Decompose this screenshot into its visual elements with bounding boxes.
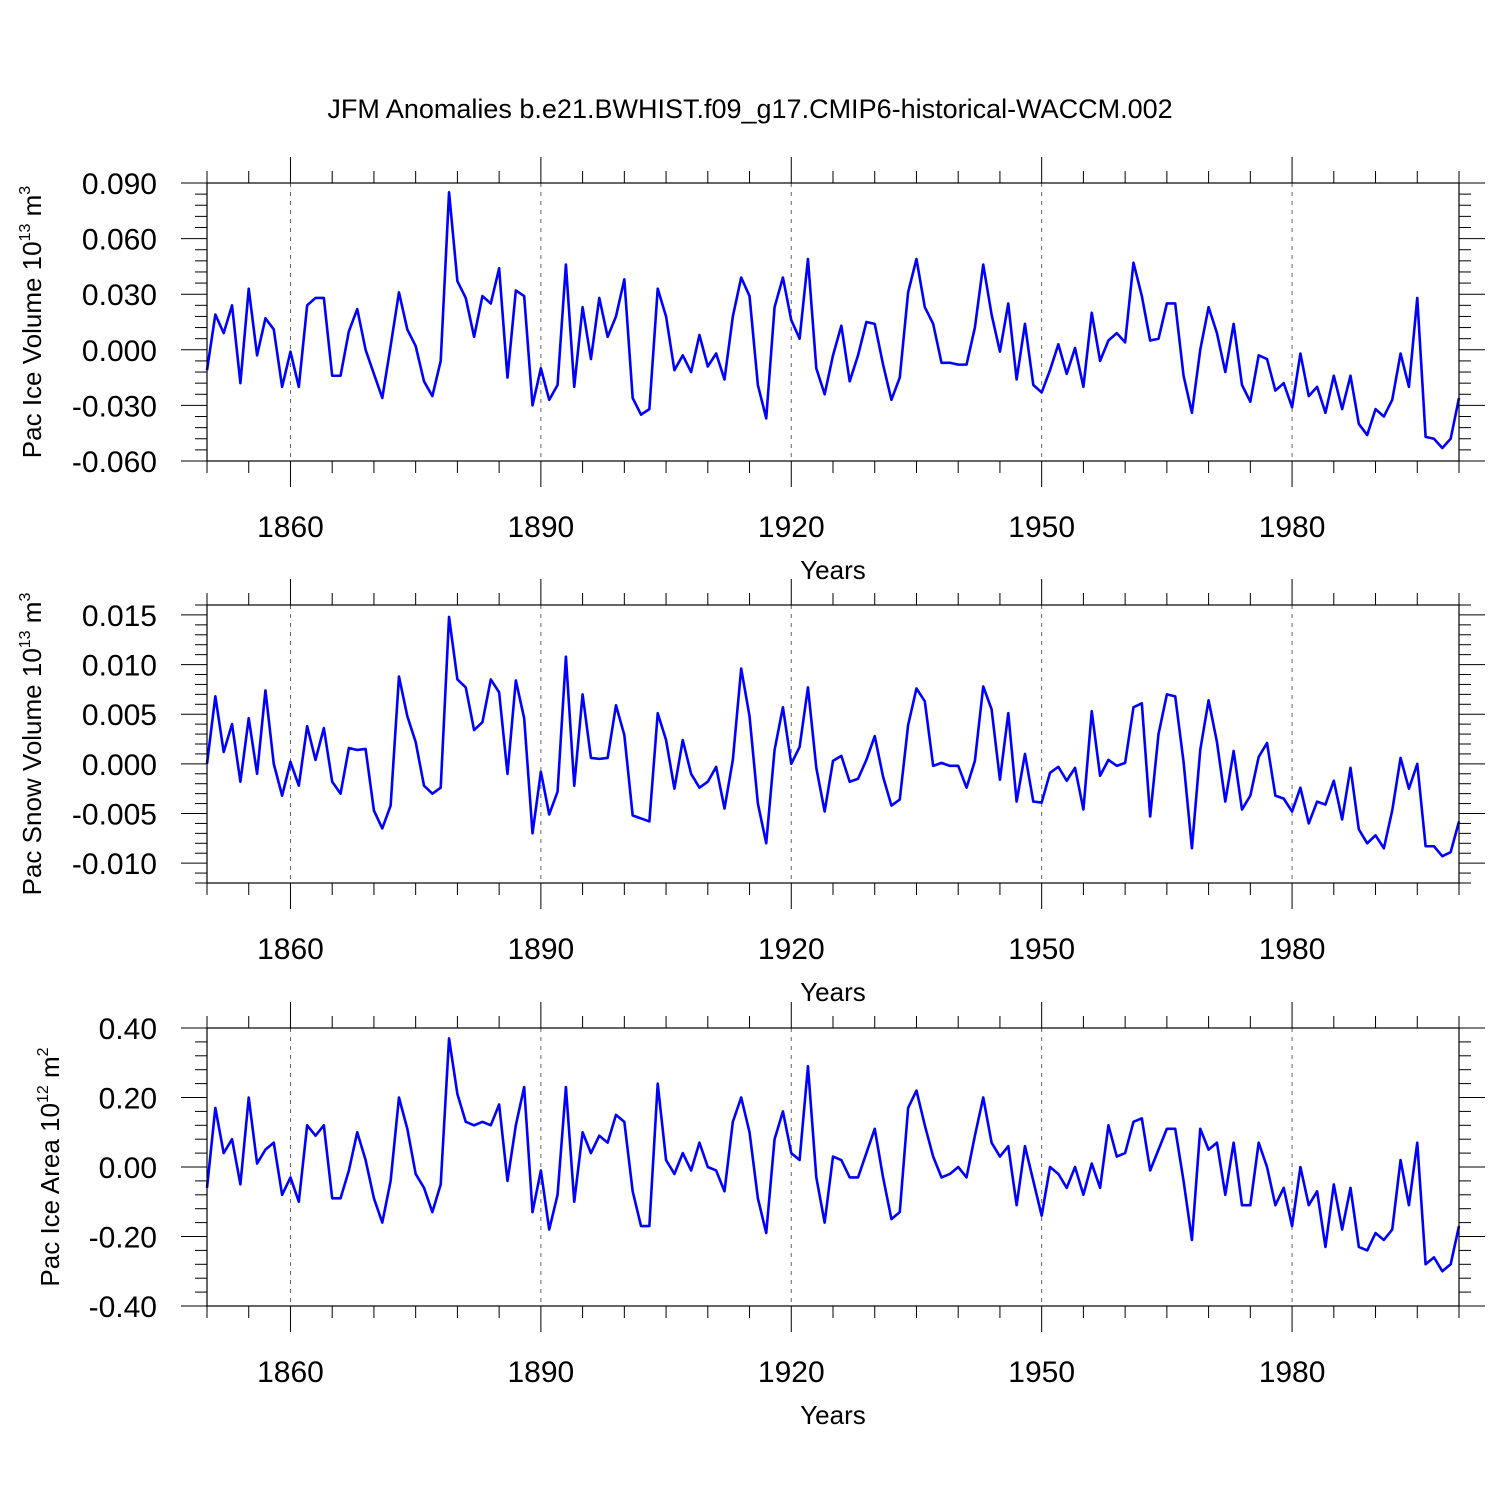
- y-tick-label: 0.060: [82, 224, 157, 257]
- x-tick-label: 1980: [1259, 933, 1326, 966]
- y-tick-label: -0.060: [72, 446, 157, 479]
- y-tick-label: 0.00: [99, 1152, 157, 1185]
- y-tick-label: 0.000: [82, 335, 157, 368]
- series-line: [205, 615, 1461, 858]
- y-axis-label: Pac Snow Volume 1013 m3: [17, 593, 47, 896]
- x-axis-label: Years: [800, 1400, 866, 1430]
- x-tick-label: 1920: [758, 511, 825, 544]
- x-tick-label: 1950: [1008, 933, 1075, 966]
- y-tick-label: 0.40: [99, 1013, 157, 1046]
- x-tick-label: 1950: [1008, 1356, 1075, 1389]
- x-tick-label: 1890: [507, 933, 574, 966]
- y-axis-label: Pac Ice Area 1012 m2: [35, 1047, 65, 1286]
- y-tick-label: -0.030: [72, 390, 157, 423]
- x-tick-label: 1890: [507, 1356, 574, 1389]
- y-tick-label: -0.005: [72, 799, 157, 832]
- y-tick-label: 0.015: [82, 600, 157, 633]
- x-tick-label: 1950: [1008, 511, 1075, 544]
- x-tick-label: 1860: [257, 1356, 324, 1389]
- y-tick-label: 0.000: [82, 749, 157, 782]
- x-tick-label: 1980: [1259, 1356, 1326, 1389]
- y-tick-label: 0.20: [99, 1083, 157, 1116]
- figure-title: JFM Anomalies b.e21.BWHIST.f09_g17.CMIP6…: [327, 94, 1172, 124]
- y-tick-label: -0.010: [72, 848, 157, 881]
- x-tick-label: 1920: [758, 933, 825, 966]
- series-line: [205, 190, 1461, 450]
- x-tick-label: 1860: [257, 511, 324, 544]
- x-tick-label: 1980: [1259, 511, 1326, 544]
- y-tick-label: -0.20: [89, 1222, 157, 1255]
- y-tick-label: 0.090: [82, 168, 157, 201]
- series-line: [205, 1037, 1461, 1273]
- y-axis-label: Pac Ice Volume 1013 m3: [17, 186, 47, 459]
- x-axis-label: Years: [800, 977, 866, 1007]
- x-tick-label: 1920: [758, 1356, 825, 1389]
- x-tick-label: 1890: [507, 511, 574, 544]
- chart-panel-2: -0.010 -0.005 0.000 0.005 0.010 0.015 1860 1890…: [17, 579, 1485, 1007]
- x-tick-label: 1860: [257, 933, 324, 966]
- y-tick-label: -0.40: [89, 1291, 157, 1324]
- y-tick-label: 0.005: [82, 699, 157, 732]
- y-tick-label: 0.030: [82, 279, 157, 312]
- x-axis-label: Years: [800, 555, 866, 585]
- y-tick-label: 0.010: [82, 650, 157, 683]
- chart-panel-3: -0.40 -0.20 0.00 0.20 0.40 1860 1890 1920 1950 19…: [35, 1002, 1485, 1430]
- chart-panel-1: -0.060 -0.030 0.000 0.030 0.060 0.090 1860 1890…: [17, 157, 1485, 585]
- panels: -0.060 -0.030 0.000 0.030 0.060 0.090 1860 1890…: [17, 157, 1485, 1430]
